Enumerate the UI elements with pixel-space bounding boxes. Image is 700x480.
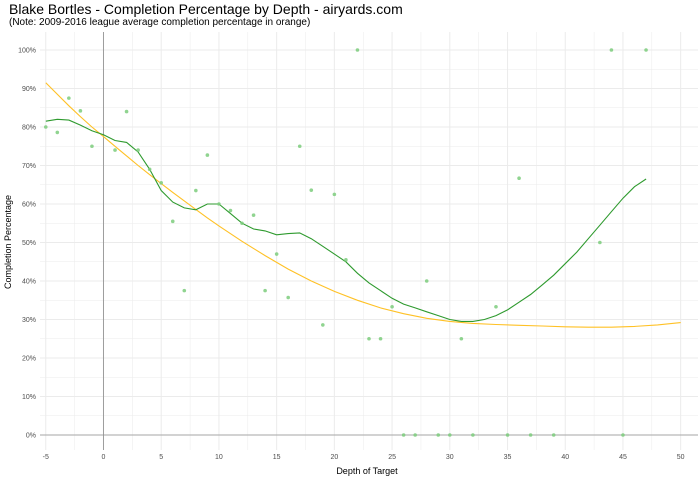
x-axis-ticks: -5 0 5 10 15 20 25 30 35 40 45 50 bbox=[43, 454, 685, 461]
data-point bbox=[286, 295, 290, 300]
x-tick-label: 15 bbox=[273, 454, 281, 461]
data-point bbox=[263, 288, 267, 293]
data-point bbox=[609, 48, 614, 52]
data-point bbox=[43, 125, 48, 129]
data-point bbox=[55, 130, 60, 135]
y-axis-ticks: 0% 10% 20% 30% 40% 50% 60% 70% 80% 90% 100% bbox=[18, 48, 36, 440]
data-point bbox=[182, 288, 187, 293]
data-point bbox=[240, 221, 244, 226]
y-tick-label: 60% bbox=[22, 202, 36, 209]
y-tick-label: 0% bbox=[26, 433, 36, 440]
y-axis-label: Completion Percentage bbox=[3, 195, 13, 289]
data-point bbox=[401, 433, 406, 437]
fit-lines bbox=[45, 82, 681, 328]
data-point bbox=[194, 188, 198, 193]
data-point bbox=[494, 304, 498, 309]
data-point bbox=[124, 109, 129, 114]
x-tick-label: 30 bbox=[446, 454, 454, 461]
x-tick-label: 10 bbox=[215, 454, 223, 461]
x-tick-label: 5 bbox=[159, 454, 163, 461]
data-point bbox=[344, 258, 348, 262]
data-point bbox=[436, 433, 441, 437]
y-tick-label: 50% bbox=[22, 240, 36, 247]
data-point bbox=[332, 192, 337, 197]
data-point bbox=[170, 219, 175, 224]
data-point bbox=[390, 304, 394, 309]
data-point bbox=[113, 148, 117, 152]
data-point bbox=[136, 148, 140, 152]
data-point bbox=[78, 109, 83, 113]
data-point bbox=[274, 252, 279, 256]
x-tick-label: 40 bbox=[561, 454, 569, 461]
data-point bbox=[147, 167, 152, 172]
data-point bbox=[297, 144, 302, 149]
data-point bbox=[378, 336, 383, 341]
y-tick-label: 70% bbox=[22, 163, 36, 170]
x-tick-label: 50 bbox=[677, 454, 685, 461]
data-point bbox=[217, 202, 221, 206]
data-points bbox=[43, 48, 648, 437]
data-point bbox=[355, 48, 360, 52]
chart-title: Blake Bortles - Completion Percentage by… bbox=[9, 1, 403, 17]
x-tick-label: -5 bbox=[43, 454, 49, 461]
data-point bbox=[367, 336, 371, 341]
x-tick-label: 0 bbox=[102, 454, 106, 461]
data-point bbox=[505, 433, 510, 437]
data-point bbox=[551, 433, 556, 437]
data-point bbox=[90, 144, 94, 149]
data-point bbox=[424, 279, 429, 283]
x-tick-label: 45 bbox=[619, 454, 627, 461]
data-point bbox=[517, 176, 521, 181]
y-tick-label: 100% bbox=[18, 48, 36, 55]
data-point bbox=[321, 323, 325, 327]
data-point bbox=[621, 433, 625, 437]
x-tick-label: 25 bbox=[388, 454, 396, 461]
data-point bbox=[448, 433, 452, 437]
x-tick-label: 35 bbox=[504, 454, 512, 461]
data-point bbox=[413, 433, 417, 437]
y-tick-label: 30% bbox=[22, 317, 36, 324]
chart-subtitle: (Note: 2009-2016 league average completi… bbox=[9, 17, 311, 28]
x-axis-label: Depth of Target bbox=[336, 466, 398, 476]
data-point bbox=[644, 48, 648, 52]
data-point bbox=[528, 433, 533, 437]
data-point bbox=[67, 96, 71, 100]
data-point bbox=[205, 153, 210, 157]
league-average-fit-line bbox=[45, 82, 681, 328]
data-point bbox=[309, 188, 314, 192]
y-tick-label: 80% bbox=[22, 125, 36, 132]
data-point bbox=[598, 240, 602, 245]
data-point bbox=[228, 208, 233, 213]
data-point bbox=[459, 336, 464, 341]
y-tick-label: 20% bbox=[22, 356, 36, 363]
y-tick-label: 90% bbox=[22, 86, 36, 93]
player-fit-line bbox=[45, 118, 647, 322]
y-tick-label: 40% bbox=[22, 279, 36, 286]
minor-gridlines bbox=[40, 32, 698, 450]
data-point bbox=[159, 181, 164, 185]
data-point bbox=[471, 433, 475, 437]
data-point bbox=[251, 213, 256, 217]
x-tick-label: 20 bbox=[330, 454, 338, 461]
y-tick-label: 10% bbox=[22, 394, 36, 401]
